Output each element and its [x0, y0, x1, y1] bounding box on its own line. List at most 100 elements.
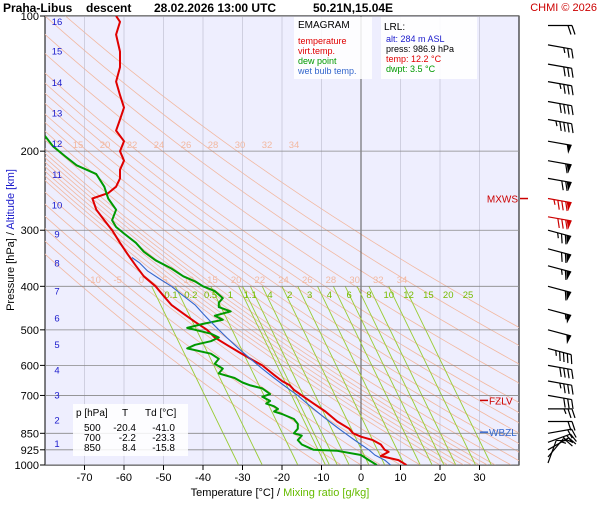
wind-barb-flag: [562, 368, 567, 377]
legend-title: EMAGRAM: [298, 20, 350, 31]
wind-barb-flag: [559, 252, 564, 261]
altitude-tick-label: 12: [52, 139, 63, 150]
wind-barb: [546, 395, 574, 409]
wind-barb: [546, 330, 572, 345]
wind-barb-flag: [569, 355, 574, 364]
coords-label: 50.21N,15.04E: [313, 1, 393, 15]
wind-barb: [546, 102, 574, 116]
wind-barb-flag: [572, 422, 575, 431]
temperature-tick-label: 30: [473, 472, 485, 484]
temperature-tick-label: -10: [314, 472, 330, 484]
mixing-ratio-label: 3: [307, 290, 312, 301]
wind-barb: [546, 266, 572, 281]
lrl-temp: temp: 12.2 °C: [386, 54, 442, 64]
wind-barb: [546, 64, 574, 78]
pressure-tick-label: 850: [21, 428, 39, 440]
dry-adiabat-label: 32: [262, 140, 273, 151]
dry-adiabat-label: 28: [326, 275, 337, 286]
datetime-label: 28.02.2026 13:00 UTC: [154, 1, 276, 15]
wind-barb: [546, 82, 574, 96]
x-axis-title-mixing: Mixing ratio [g/kg]: [283, 487, 369, 499]
table-cell: 8.4: [122, 443, 136, 454]
wind-barb-flag: [570, 370, 575, 379]
mixing-ratio-label: 1.1: [244, 290, 257, 301]
dry-adiabat-label: 20: [100, 140, 111, 151]
wind-barb-flag: [559, 234, 564, 243]
pressure-tick-label: 700: [21, 390, 39, 402]
dry-adiabat-label: 24: [278, 275, 289, 286]
wind-barb: [548, 409, 575, 418]
temperature-tick-label: -50: [156, 472, 172, 484]
mixing-ratio-label: 12: [403, 290, 414, 301]
wind-barb-flag: [557, 352, 562, 361]
wind-barb-flag: [565, 354, 570, 363]
table-header-td: Td [°C]: [145, 408, 176, 419]
temperature-tick-label: -20: [274, 472, 290, 484]
wind-barb-flag: [566, 85, 571, 94]
altitude-tick-label: 16: [52, 17, 63, 28]
mixing-ratio-label: 6: [347, 290, 352, 301]
altitude-tick-label: 11: [52, 170, 62, 181]
wind-barb: [546, 199, 571, 212]
mixing-ratio-label: 15: [423, 290, 434, 301]
copyright-label: CHMI © 2026: [530, 2, 597, 14]
altitude-tick-label: 4: [54, 366, 59, 377]
altitude-tick-label: 9: [54, 230, 59, 241]
table-header-p: p [hPa]: [76, 408, 108, 419]
wind-barb-flag: [556, 200, 561, 209]
mixing-ratio-label: 2: [287, 290, 292, 301]
altitude-tick-label: 5: [54, 340, 59, 351]
wind-barb: [546, 249, 572, 264]
legend-item-wet-bulb: wet bulb temp.: [297, 66, 357, 76]
wind-barb: [546, 45, 574, 59]
mixing-ratio-label: 20: [443, 290, 454, 301]
temperature-tick-label: -30: [235, 472, 251, 484]
wind-barb-flag: [562, 84, 567, 93]
altitude-tick-label: 10: [52, 200, 63, 211]
mixing-ratio-label: 8: [366, 290, 371, 301]
temperature-tick-label: 0: [358, 472, 364, 484]
wind-barb: [546, 120, 574, 134]
wind-barb-flag: [562, 67, 567, 76]
altitude-tick-label: 13: [52, 109, 63, 120]
wind-barb: [548, 26, 575, 35]
wind-barb-flag: [568, 409, 571, 418]
wind-barb: [546, 286, 572, 301]
lrl-title: LRL:: [384, 22, 405, 33]
level-label: MXWS: [487, 195, 518, 206]
dry-adiabat-label: 30: [349, 275, 360, 286]
wind-barb-pennant: [564, 335, 571, 345]
wind-barb-flag: [556, 219, 561, 228]
wind-barb-flag: [560, 201, 565, 210]
wind-barb-flag: [566, 123, 571, 132]
temperature-tick-label: -40: [195, 472, 211, 484]
level-label: FZLV: [489, 396, 513, 407]
legend-item-temperature: temperature: [298, 36, 347, 46]
y-axis-title: Pressure [hPa] / Altitude [km]: [5, 169, 17, 311]
wind-barb: [546, 309, 572, 324]
wind-barb-flag: [562, 104, 567, 113]
pressure-tick-label: 600: [21, 360, 39, 372]
mixing-ratio-label: 25: [463, 290, 474, 301]
wind-barb: [546, 381, 574, 395]
legend-item-virt-temp: virt.temp.: [298, 46, 335, 56]
table-header-t: T: [122, 408, 128, 419]
pressure-tick-label: 300: [21, 225, 39, 237]
wind-barb: [546, 230, 572, 245]
wind-barb-shaft: [548, 217, 572, 221]
wind-barb-flag: [570, 68, 575, 77]
wind-barb-flag: [572, 409, 575, 418]
table-cell: -15.8: [152, 443, 175, 454]
dry-adiabat-label: 22: [127, 140, 138, 151]
level-label: WBZL: [489, 428, 517, 439]
dry-adiabat-label: 5: [162, 275, 167, 286]
mixing-ratio-label: 4: [327, 290, 332, 301]
mixing-ratio-label: 4: [267, 290, 272, 301]
wind-barb-flag: [570, 49, 575, 58]
wind-barb-shaft: [548, 141, 572, 145]
wind-barbs: [546, 26, 577, 467]
wind-barb-flag: [558, 104, 563, 113]
dry-adiabat-label: -10: [87, 275, 101, 286]
y-axis-title-altitude: Altitude [km]: [5, 169, 17, 230]
